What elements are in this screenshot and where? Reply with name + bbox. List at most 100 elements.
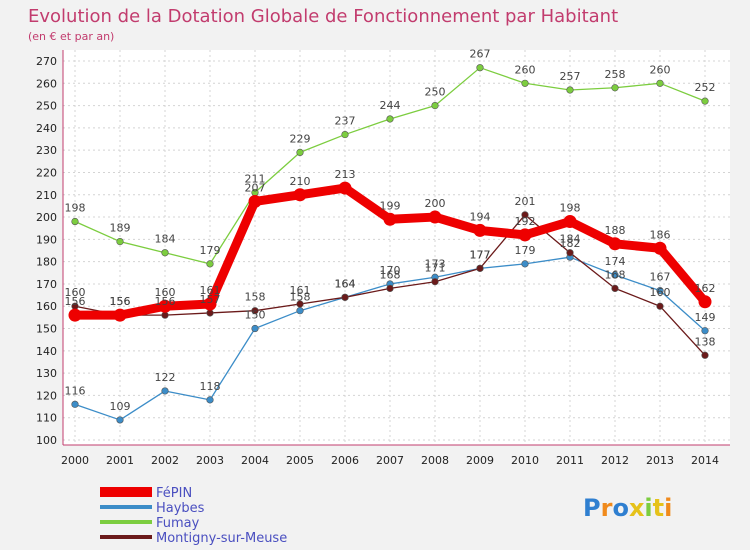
logo-text: Proxiti	[583, 494, 672, 522]
x-tick-label: 2006	[331, 454, 359, 467]
x-tick-label: 2004	[241, 454, 269, 467]
data-point	[476, 64, 484, 72]
data-label: 168	[380, 268, 401, 281]
data-label: 182	[560, 237, 581, 250]
data-label: 162	[695, 282, 716, 295]
data-point	[611, 84, 619, 92]
data-point	[563, 215, 577, 229]
data-label: 184	[155, 233, 176, 246]
data-label: 158	[245, 291, 266, 304]
legend-label: Fumay	[156, 516, 200, 531]
data-point	[116, 416, 124, 424]
data-point	[608, 237, 622, 251]
data-label: 156	[65, 295, 86, 308]
y-tick-label: 260	[36, 77, 57, 90]
y-tick-label: 170	[36, 278, 57, 291]
y-tick-label: 160	[36, 300, 57, 313]
data-label: 157	[200, 293, 221, 306]
data-label: 237	[335, 115, 356, 128]
x-tick-label: 2009	[466, 454, 494, 467]
y-tick-label: 100	[36, 434, 57, 447]
data-label: 156	[155, 295, 176, 308]
data-point	[431, 101, 439, 110]
data-label: 173	[425, 257, 446, 270]
x-tick-label: 2014	[691, 454, 719, 467]
data-point	[71, 400, 79, 408]
data-label: 207	[245, 181, 266, 194]
data-label: 186	[650, 228, 671, 241]
y-tick-label: 180	[36, 256, 57, 269]
data-label: 156	[110, 295, 131, 308]
x-tick-label: 2001	[106, 454, 134, 467]
data-point	[473, 223, 487, 237]
data-point	[656, 79, 664, 87]
data-label: 109	[110, 400, 131, 413]
data-point	[161, 249, 169, 257]
data-label: 164	[335, 277, 356, 290]
data-label: 211	[245, 173, 266, 186]
data-label: 250	[425, 86, 446, 99]
data-point	[296, 300, 304, 308]
data-label: 189	[110, 222, 131, 235]
data-point	[701, 351, 709, 359]
y-tick-label: 230	[36, 144, 57, 157]
data-label: 179	[515, 244, 536, 257]
data-point	[566, 86, 574, 94]
data-label: 198	[65, 202, 86, 215]
y-tick-label: 240	[36, 122, 57, 135]
data-label: 167	[650, 271, 671, 284]
data-label: 161	[200, 284, 221, 297]
data-label: 260	[515, 63, 536, 76]
x-tick-label: 2007	[376, 454, 404, 467]
data-point	[251, 307, 259, 315]
data-point	[611, 284, 619, 293]
data-label: 244	[380, 99, 401, 112]
y-tick-label: 270	[36, 55, 57, 68]
data-label: 160	[155, 286, 176, 299]
data-label: 194	[470, 210, 491, 223]
x-tick-labels: 2000 2001 2002 2003 2004 2005 2006 2007 2008 2009…	[61, 454, 719, 467]
data-label: 199	[380, 199, 401, 212]
y-tick-label: 220	[36, 166, 57, 179]
y-tick-label: 200	[36, 211, 57, 224]
y-tick-label: 210	[36, 189, 57, 202]
x-tick-label: 2013	[646, 454, 674, 467]
data-label: 118	[200, 380, 221, 393]
data-label: 213	[335, 168, 356, 181]
y-tick-label: 110	[36, 412, 57, 425]
x-tick-label: 2003	[196, 454, 224, 467]
data-point	[383, 212, 397, 226]
data-label: 160	[650, 286, 671, 299]
data-label: 122	[155, 371, 176, 384]
data-label: 177	[470, 248, 491, 261]
chart-title: Evolution de la Dotation Globale de Fonc…	[28, 6, 618, 27]
data-point	[653, 241, 667, 255]
data-label: 161	[290, 284, 311, 297]
data-point	[206, 396, 214, 404]
data-point	[206, 260, 214, 268]
data-point	[161, 311, 169, 319]
data-label: 200	[425, 197, 446, 210]
data-label: 229	[290, 132, 311, 145]
data-label: 170	[380, 264, 401, 277]
data-point	[431, 278, 439, 286]
legend-swatch	[100, 487, 152, 497]
y-tick-labels: 100 110 120 130 140 150 160 170 180 190 200 210 220 2…	[36, 55, 57, 447]
data-point	[701, 97, 709, 105]
data-point	[611, 271, 619, 279]
data-point	[206, 309, 214, 317]
y-tick-label: 150	[36, 323, 57, 336]
data-label: 188	[605, 224, 626, 237]
x-tick-label: 2002	[151, 454, 179, 467]
data-point	[656, 302, 664, 310]
data-point	[698, 295, 712, 309]
data-labels: 198 189 184 179 211 229 237 244 250 267 260 257 258 2…	[65, 48, 716, 413]
data-point	[341, 293, 349, 301]
data-point	[566, 249, 574, 257]
x-tick-label: 2005	[286, 454, 314, 467]
logo: Proxiti	[583, 494, 672, 522]
legend-swatch	[100, 520, 152, 524]
x-tick-label: 2010	[511, 454, 539, 467]
data-point	[701, 327, 709, 335]
